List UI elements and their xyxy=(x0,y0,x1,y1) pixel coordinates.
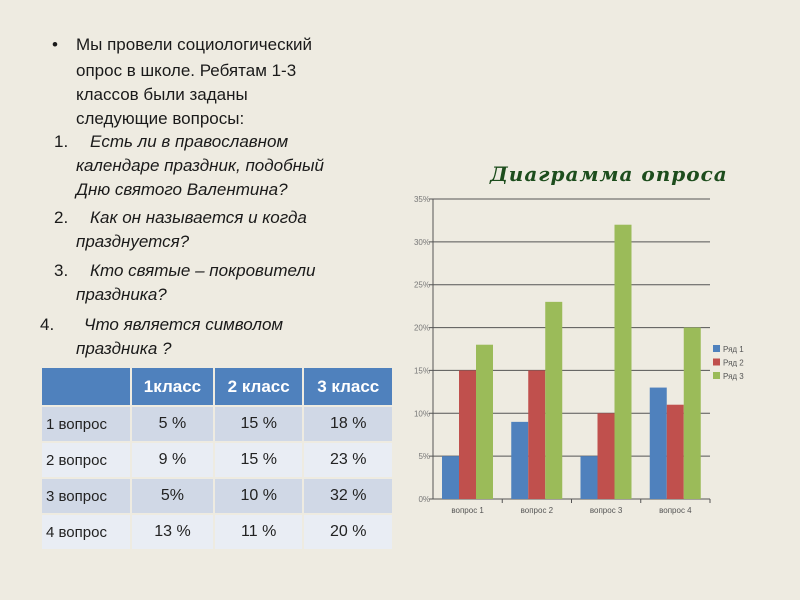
question-2: 2. Как он называется и когда празднуется… xyxy=(54,206,307,254)
question-number: 4. xyxy=(40,315,55,334)
question-number: 3. xyxy=(54,261,69,280)
question-4: 4. Что является символом праздника ? xyxy=(40,313,284,361)
bar xyxy=(683,327,701,499)
table-cell: 5 % xyxy=(130,405,215,443)
question-line: Как он называется и когда xyxy=(90,208,307,227)
question-1: 1. Есть ли в православном календаре праз… xyxy=(54,130,324,202)
y-tick-label: 5% xyxy=(418,452,430,461)
question-number: 1. xyxy=(54,132,69,151)
table-row: 3 вопрос 5% 10 % 32 % xyxy=(40,477,394,515)
table-cell: 9 % xyxy=(130,441,215,479)
y-tick-label: 10% xyxy=(414,409,430,418)
bar xyxy=(580,456,598,499)
question-line: календаре праздник, подобный xyxy=(76,156,324,175)
legend-swatch xyxy=(713,372,720,379)
legend-label: Ряд 2 xyxy=(723,359,744,368)
y-tick-label: 30% xyxy=(414,238,430,247)
x-tick-label: вопрос 4 xyxy=(659,506,692,515)
x-tick-label: вопрос 2 xyxy=(521,506,554,515)
table-cell: 20 % xyxy=(302,513,394,551)
bar xyxy=(442,456,459,499)
intro-line: следующие вопросы: xyxy=(76,109,245,128)
question-line: празднуется? xyxy=(76,232,190,251)
table-header xyxy=(40,366,132,407)
bar xyxy=(614,224,632,499)
table-cell: 4 вопрос xyxy=(40,513,132,551)
table-header: 1класс xyxy=(130,366,215,407)
bar xyxy=(545,301,563,499)
table-header-row: 1класс 2 класс 3 класс xyxy=(40,366,394,407)
question-line: Что является символом xyxy=(84,315,284,334)
table-cell: 3 вопрос xyxy=(40,477,132,515)
table-cell: 23 % xyxy=(302,441,394,479)
chart-title: Диаграмма опроса xyxy=(490,162,728,186)
y-tick-label: 35% xyxy=(414,195,430,204)
question-line: праздника? xyxy=(76,285,167,304)
table-cell: 10 % xyxy=(212,477,305,515)
table-cell: 1 вопрос xyxy=(40,405,132,443)
bar xyxy=(511,421,529,499)
table-row: 4 вопрос 13 % 11 % 20 % xyxy=(40,513,394,551)
table-cell: 13 % xyxy=(130,513,215,551)
question-line: Есть ли в православном xyxy=(90,132,289,151)
bar xyxy=(459,370,476,499)
survey-table: 1класс 2 класс 3 класс 1 вопрос 5 % 15 % 18… xyxy=(40,366,394,551)
table-cell: 2 вопрос xyxy=(40,441,132,479)
y-tick-label: 0% xyxy=(418,495,430,504)
legend-label: Ряд 1 xyxy=(723,345,744,354)
table-header: 2 класс xyxy=(212,366,305,407)
table-row: 1 вопрос 5 % 15 % 18 % xyxy=(40,405,394,443)
question-3: 3. Кто святые – покровители праздника? xyxy=(54,259,316,307)
bar xyxy=(597,413,615,499)
question-line: Дню святого Валентина? xyxy=(76,180,288,199)
bar xyxy=(666,404,684,499)
intro-line: Мы провели социологический xyxy=(76,35,313,54)
question-number: 2. xyxy=(54,208,69,227)
table-cell: 15 % xyxy=(212,441,305,479)
intro-line: классов были заданы xyxy=(76,85,248,104)
intro-line: опрос в школе. Ребятам 1-3 xyxy=(76,61,297,80)
table-cell: 11 % xyxy=(212,513,305,551)
table-cell: 15 % xyxy=(212,405,305,443)
y-tick-label: 15% xyxy=(414,366,430,375)
table-cell: 18 % xyxy=(302,405,394,443)
table-cell: 5% xyxy=(130,477,215,515)
question-line: праздника ? xyxy=(76,339,172,358)
table-header: 3 класс xyxy=(302,366,394,407)
y-tick-label: 20% xyxy=(414,324,430,333)
bar xyxy=(476,344,493,499)
intro-text: Мы провели социологический опрос в школе… xyxy=(76,33,312,131)
intro-bullet: • xyxy=(52,35,58,54)
bar xyxy=(528,370,546,499)
x-tick-label: вопрос 3 xyxy=(590,506,623,515)
bar xyxy=(649,387,667,499)
legend-swatch xyxy=(713,358,720,366)
table-cell: 32 % xyxy=(302,477,394,515)
question-line: Кто святые – покровители xyxy=(90,261,316,280)
x-tick-label: вопрос 1 xyxy=(451,506,484,515)
y-tick-label: 25% xyxy=(414,281,430,290)
table-row: 2 вопрос 9 % 15 % 23 % xyxy=(40,441,394,479)
legend-swatch xyxy=(713,345,720,352)
legend-label: Ряд 3 xyxy=(723,372,744,381)
